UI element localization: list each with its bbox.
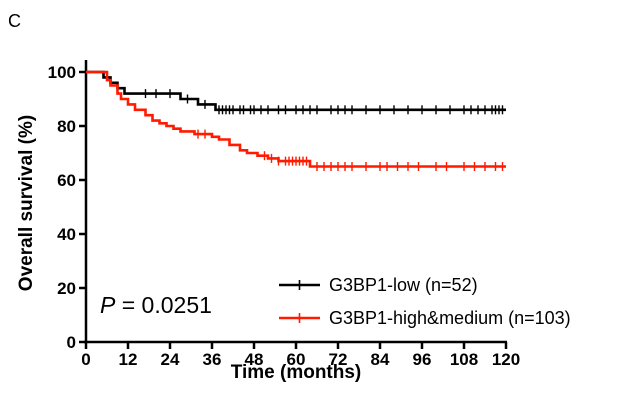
y-tick-label: 20	[57, 279, 76, 298]
x-ticks: 0 12 24 36 48 60 72 84 96 108 120	[81, 342, 520, 369]
survival-line-high	[86, 70, 506, 168]
p-value-symbol: P	[100, 292, 116, 318]
y-tick-label: 40	[57, 225, 76, 244]
x-tick-label: 84	[371, 350, 390, 369]
x-tick-label: 108	[450, 350, 478, 369]
x-tick-label: 48	[245, 350, 264, 369]
y-tick-label: 0	[67, 333, 76, 352]
x-tick-label: 12	[119, 350, 138, 369]
x-tick-label: 60	[287, 350, 306, 369]
x-tick-label: 96	[413, 350, 432, 369]
x-tick-label: 0	[81, 350, 90, 369]
legend: G3BP1-low (n=52) G3BP1-high&medium (n=103…	[279, 275, 571, 328]
legend-label: G3BP1-low (n=52)	[329, 275, 478, 295]
survival-curves	[86, 70, 506, 171]
axes: 0 20 40 60 80 100 0 12 24 36 48 60 72 84 96 108 120	[48, 60, 520, 369]
legend-label: G3BP1-high&medium (n=103)	[329, 308, 571, 328]
p-value-annotation: P = 0.0251	[100, 292, 212, 318]
x-axis-title: Time (months)	[231, 362, 362, 383]
x-tick-label: 24	[161, 350, 180, 369]
panel-label: C	[8, 11, 21, 31]
x-tick-label: 120	[492, 350, 520, 369]
x-tick-label: 72	[329, 350, 348, 369]
p-value-text: = 0.0251	[115, 292, 212, 318]
y-tick-label: 60	[57, 171, 76, 190]
y-tick-label: 100	[48, 63, 76, 82]
y-axis-title: Overall survival (%)	[16, 115, 37, 291]
y-tick-label: 80	[57, 117, 76, 136]
y-ticks: 0 20 40 60 80 100	[48, 63, 86, 352]
x-tick-label: 36	[203, 350, 222, 369]
survival-line-low	[86, 70, 506, 112]
